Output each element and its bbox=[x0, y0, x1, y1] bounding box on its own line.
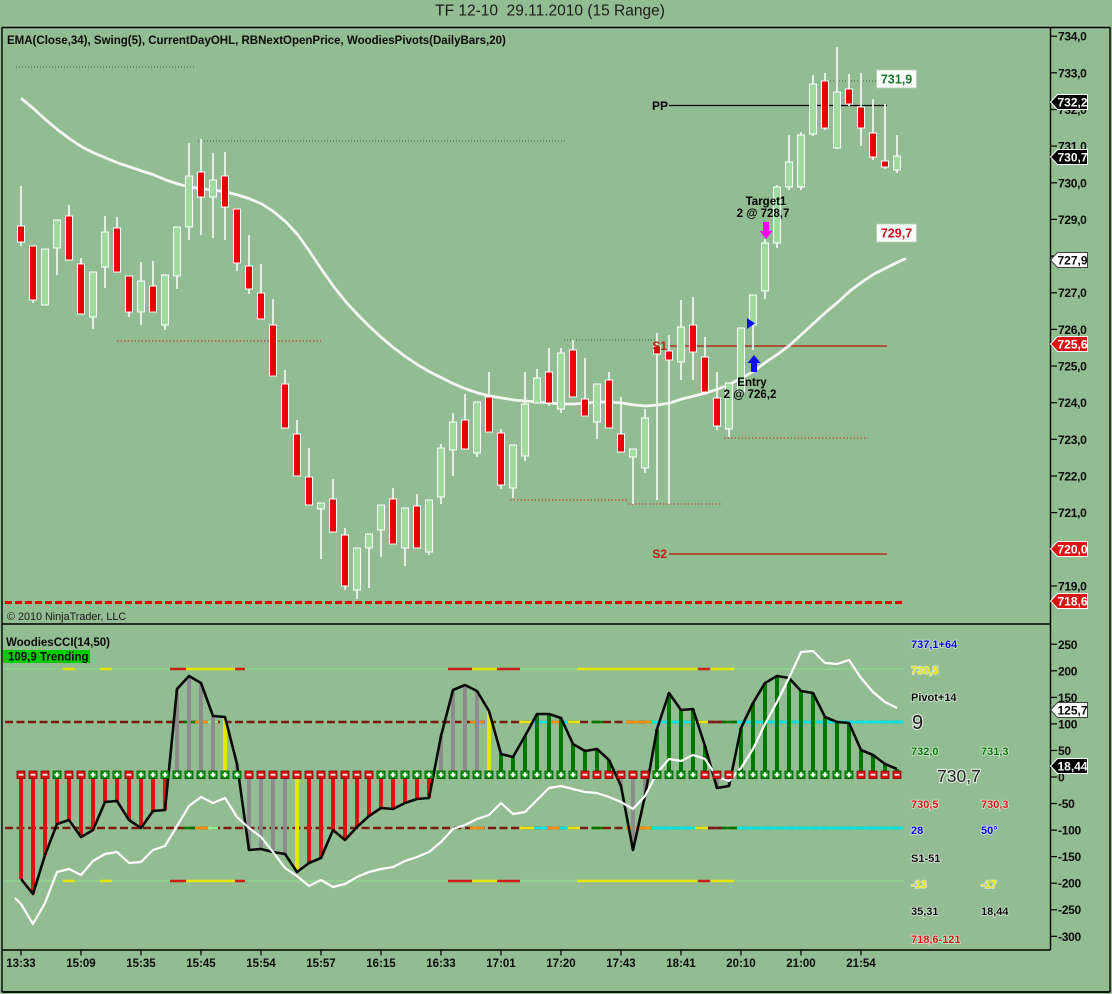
svg-text:718,6-121: 718,6-121 bbox=[911, 934, 961, 946]
svg-text:EMA(Close,34), Swing(5), Curre: EMA(Close,34), Swing(5), CurrentDayOHL, … bbox=[7, 35, 506, 47]
svg-text:150: 150 bbox=[1058, 691, 1078, 705]
svg-text:720,0: 720,0 bbox=[1057, 543, 1087, 557]
svg-text:Pivot+14: Pivot+14 bbox=[911, 692, 957, 704]
svg-text:734,0: 734,0 bbox=[1058, 30, 1087, 44]
svg-text:15:35: 15:35 bbox=[126, 958, 156, 970]
svg-text:737,1+64: 737,1+64 bbox=[911, 639, 958, 651]
svg-text:109,9 Trending: 109,9 Trending bbox=[8, 652, 89, 664]
svg-text:17:20: 17:20 bbox=[546, 958, 575, 970]
svg-text:727,0: 727,0 bbox=[1058, 286, 1087, 300]
svg-text:-17: -17 bbox=[981, 879, 997, 891]
svg-text:18,44: 18,44 bbox=[1057, 760, 1087, 774]
svg-text:18:41: 18:41 bbox=[666, 958, 696, 970]
svg-text:15:45: 15:45 bbox=[186, 958, 216, 970]
svg-text:0: 0 bbox=[1058, 771, 1065, 785]
svg-text:PP: PP bbox=[652, 99, 668, 113]
svg-text:732,2: 732,2 bbox=[1057, 96, 1087, 110]
svg-text:721,0: 721,0 bbox=[1058, 506, 1087, 520]
svg-text:730,3: 730,3 bbox=[981, 799, 1009, 811]
svg-text:732,0: 732,0 bbox=[911, 746, 939, 758]
svg-text:-300: -300 bbox=[1058, 930, 1081, 944]
svg-text:-150: -150 bbox=[1058, 850, 1081, 864]
svg-text:200: 200 bbox=[1058, 664, 1078, 678]
svg-text:17:01: 17:01 bbox=[486, 958, 516, 970]
svg-text:-50: -50 bbox=[1058, 797, 1075, 811]
svg-text:21:54: 21:54 bbox=[846, 958, 876, 970]
svg-text:725,6: 725,6 bbox=[1057, 338, 1087, 352]
svg-text:730,5: 730,5 bbox=[911, 799, 939, 811]
svg-text:50°: 50° bbox=[981, 825, 998, 837]
svg-text:731,3: 731,3 bbox=[981, 746, 1009, 758]
svg-text:-250: -250 bbox=[1058, 903, 1081, 917]
svg-text:S1: S1 bbox=[652, 339, 667, 353]
svg-text:35,31: 35,31 bbox=[911, 906, 939, 918]
svg-text:727,9: 727,9 bbox=[1057, 254, 1087, 268]
svg-text:731,9: 731,9 bbox=[881, 73, 912, 87]
svg-text:729,0: 729,0 bbox=[1058, 213, 1087, 227]
svg-text:730,7: 730,7 bbox=[937, 766, 981, 786]
svg-text:15:57: 15:57 bbox=[306, 958, 335, 970]
svg-text:729,7: 729,7 bbox=[881, 227, 912, 241]
svg-text:16:33: 16:33 bbox=[426, 958, 455, 970]
svg-text:125,7: 125,7 bbox=[1057, 704, 1087, 718]
svg-text:730,7: 730,7 bbox=[1057, 151, 1087, 165]
svg-text:9: 9 bbox=[912, 712, 923, 734]
svg-text:20:10: 20:10 bbox=[726, 958, 755, 970]
svg-text:-200: -200 bbox=[1058, 877, 1081, 891]
svg-text:Entry: Entry bbox=[737, 377, 767, 389]
svg-text:13:33: 13:33 bbox=[6, 958, 35, 970]
svg-text:730,5: 730,5 bbox=[911, 665, 939, 677]
svg-text:-13: -13 bbox=[911, 879, 927, 891]
svg-text:-100: -100 bbox=[1058, 824, 1081, 838]
svg-text:730,0: 730,0 bbox=[1058, 176, 1087, 190]
svg-text:723,0: 723,0 bbox=[1058, 433, 1087, 447]
svg-text:16:15: 16:15 bbox=[366, 958, 396, 970]
svg-text:718,6: 718,6 bbox=[1057, 595, 1087, 609]
svg-text:15:09: 15:09 bbox=[66, 958, 95, 970]
svg-text:28: 28 bbox=[911, 825, 923, 837]
svg-text:2 @ 728,7: 2 @ 728,7 bbox=[737, 208, 790, 220]
svg-text:50: 50 bbox=[1058, 744, 1071, 758]
svg-text:Target1: Target1 bbox=[746, 196, 787, 208]
svg-text:726,0: 726,0 bbox=[1058, 323, 1087, 337]
svg-text:TF 12-10 29.11.2010 (15 Range: TF 12-10 29.11.2010 (15 Range) bbox=[435, 3, 665, 20]
svg-text:722,0: 722,0 bbox=[1058, 470, 1087, 484]
svg-text:250: 250 bbox=[1058, 638, 1078, 652]
svg-text:15:54: 15:54 bbox=[246, 958, 276, 970]
svg-text:724,0: 724,0 bbox=[1058, 396, 1087, 410]
svg-text:WoodiesCCI(14,50): WoodiesCCI(14,50) bbox=[6, 637, 110, 649]
svg-text:725,0: 725,0 bbox=[1058, 360, 1087, 374]
svg-text:719,0: 719,0 bbox=[1058, 580, 1087, 594]
svg-text:100: 100 bbox=[1058, 717, 1078, 731]
svg-text:21:00: 21:00 bbox=[786, 958, 815, 970]
svg-text:S1-51: S1-51 bbox=[911, 853, 940, 865]
svg-text:S2: S2 bbox=[652, 547, 667, 561]
svg-text:2 @ 726,2: 2 @ 726,2 bbox=[724, 389, 777, 401]
svg-text:© 2010 NinjaTrader, LLC: © 2010 NinjaTrader, LLC bbox=[7, 611, 126, 623]
svg-text:733,0: 733,0 bbox=[1058, 66, 1087, 80]
svg-text:17:43: 17:43 bbox=[606, 958, 635, 970]
svg-text:18,44: 18,44 bbox=[981, 906, 1009, 918]
